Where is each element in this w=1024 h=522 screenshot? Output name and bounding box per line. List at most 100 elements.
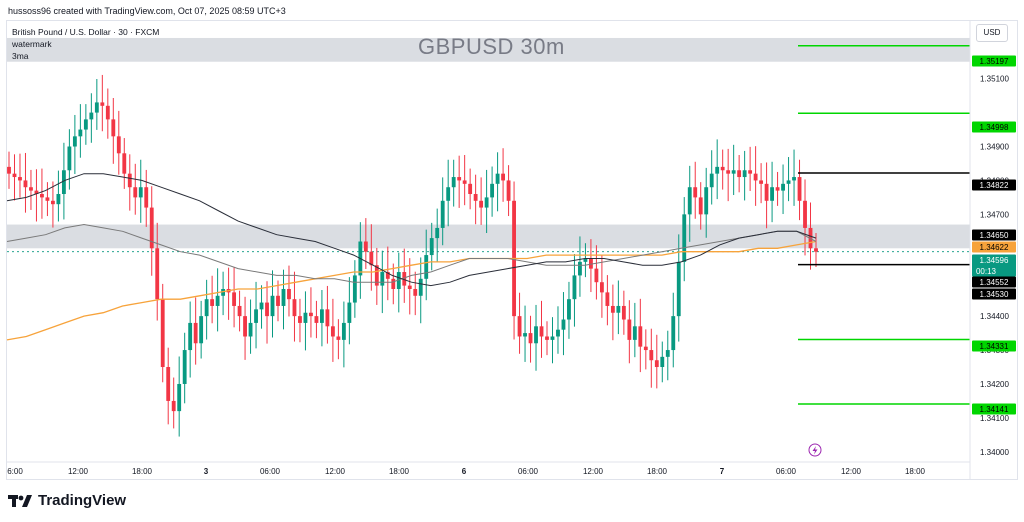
price-label-text: 1.34552 — [980, 278, 1009, 287]
candle-body — [111, 119, 116, 137]
candle-body — [385, 272, 390, 279]
x-tick-label: 12:00 — [325, 467, 346, 476]
candle-body — [561, 319, 566, 330]
candle-body — [770, 187, 775, 201]
candle-body — [446, 187, 451, 201]
candle-body — [352, 275, 357, 303]
candle-body — [440, 200, 445, 228]
x-tick-label: 7 — [720, 467, 725, 476]
candle-body — [18, 177, 22, 181]
chart-watermark: GBPUSD 30m — [418, 34, 565, 59]
candle-body — [182, 350, 187, 384]
candle-body — [341, 322, 346, 340]
candle-body — [193, 322, 198, 344]
candle-body — [698, 197, 703, 215]
candle-body — [610, 305, 615, 313]
candle-body — [539, 326, 544, 337]
candle-body — [56, 194, 61, 205]
tradingview-logo[interactable]: TradingView — [8, 492, 126, 509]
candle-body — [177, 383, 182, 412]
candle-body — [468, 183, 473, 195]
x-tick-label: 6:00 — [7, 467, 23, 476]
candle-body — [413, 288, 418, 296]
price-label-bg — [972, 241, 1016, 253]
candle-body — [155, 248, 160, 300]
currency-button[interactable]: USD — [976, 24, 1008, 42]
candle-body — [89, 112, 94, 120]
price-label-text: 1.34998 — [980, 123, 1009, 132]
candle-body — [556, 329, 560, 337]
candle-body — [116, 136, 121, 154]
indicator-watermark[interactable]: watermark — [12, 39, 52, 49]
price-label-bg — [972, 340, 1016, 352]
candle-body — [682, 214, 687, 262]
candle-body — [133, 187, 138, 198]
price-label-bg — [972, 403, 1016, 415]
indicator-3ma[interactable]: 3ma — [12, 51, 29, 61]
candle-body — [237, 305, 242, 317]
candle-body — [270, 295, 275, 317]
candle-body — [330, 326, 335, 337]
candle-body — [138, 187, 143, 198]
x-tick-label: 18:00 — [389, 467, 410, 476]
candle-body — [12, 173, 17, 178]
candle-body — [50, 200, 55, 205]
price-label-bg — [972, 288, 1016, 300]
chart-panel[interactable] — [6, 20, 1018, 480]
price-label-text: 1.35197 — [980, 57, 1009, 66]
price-label-text: 1.34141 — [980, 405, 1009, 414]
candle-body — [660, 356, 665, 368]
candle-body — [94, 102, 99, 113]
lightning-icon-circle — [808, 443, 822, 457]
candle-body — [693, 187, 698, 198]
candle-body — [83, 119, 88, 130]
x-tick-label: 06:00 — [260, 467, 281, 476]
zone-0 — [7, 37, 970, 62]
candle-body — [435, 227, 440, 239]
candle-body — [100, 102, 105, 106]
candle-body — [105, 105, 110, 120]
candle-body — [149, 207, 154, 249]
candle-body — [424, 255, 429, 279]
candle-body — [369, 251, 374, 266]
y-tick-label: 1.34000 — [980, 448, 1009, 457]
candle-body — [265, 302, 269, 317]
candle-body — [506, 180, 511, 201]
candle-body — [605, 292, 610, 306]
candle-body — [166, 367, 171, 401]
y-tick-label: 1.34700 — [980, 210, 1009, 219]
candle-body — [204, 299, 209, 317]
candle-body — [786, 180, 791, 184]
candle-body — [259, 302, 264, 310]
price-label-text: 1.34622 — [980, 243, 1009, 252]
price-label-bg — [972, 55, 1016, 67]
price-label-text: 1.34331 — [980, 342, 1009, 351]
candle-body — [479, 200, 484, 208]
candle-body — [418, 278, 423, 296]
candle-body — [314, 316, 319, 323]
candle-body — [23, 180, 28, 188]
candle-body — [781, 183, 785, 191]
candle-body — [319, 309, 324, 323]
price-label-bg — [972, 229, 1016, 241]
chart-legend: British Pound / U.S. Dollar · 30 · FXCM … — [12, 26, 159, 62]
candle-body — [391, 278, 396, 289]
candle-body — [715, 166, 720, 174]
candle-body — [171, 400, 176, 412]
candle-body — [803, 200, 807, 228]
candle-body — [748, 170, 753, 174]
candle-body — [671, 316, 676, 351]
candle-body — [720, 166, 725, 171]
candle-body — [221, 288, 226, 296]
candle-body — [309, 312, 313, 317]
candle-body — [34, 190, 39, 195]
candle-body — [374, 265, 379, 286]
x-tick-label: 6 — [462, 467, 467, 476]
price-label-bg — [972, 179, 1016, 191]
price-label-bg — [972, 276, 1016, 288]
candle-body — [517, 316, 522, 337]
symbol-line[interactable]: British Pound / U.S. Dollar · 30 · FXCM — [12, 27, 160, 37]
tradingview-logo-text: TradingView — [38, 492, 127, 509]
candle-body — [676, 261, 681, 317]
